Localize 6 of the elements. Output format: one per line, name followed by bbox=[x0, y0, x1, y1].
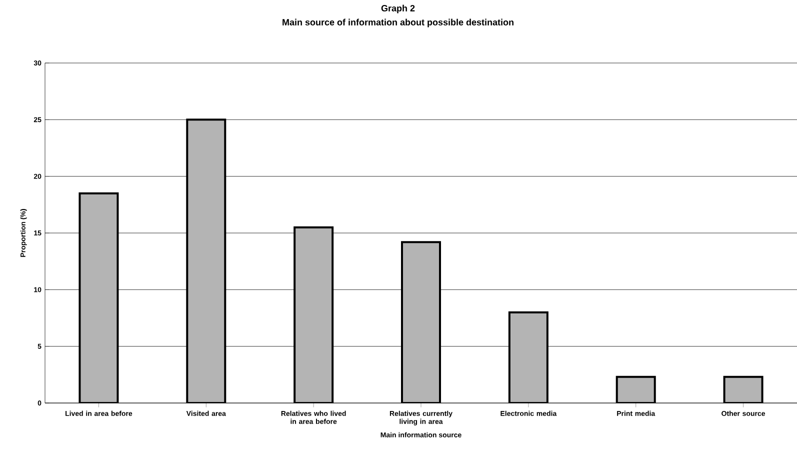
bar bbox=[186, 118, 226, 403]
chart-title: Graph 2 bbox=[381, 4, 415, 14]
bar bbox=[508, 311, 548, 403]
bar bbox=[78, 192, 119, 403]
chart-subtitle: Main source of information about possible destination bbox=[282, 18, 514, 28]
bar bbox=[294, 226, 334, 403]
